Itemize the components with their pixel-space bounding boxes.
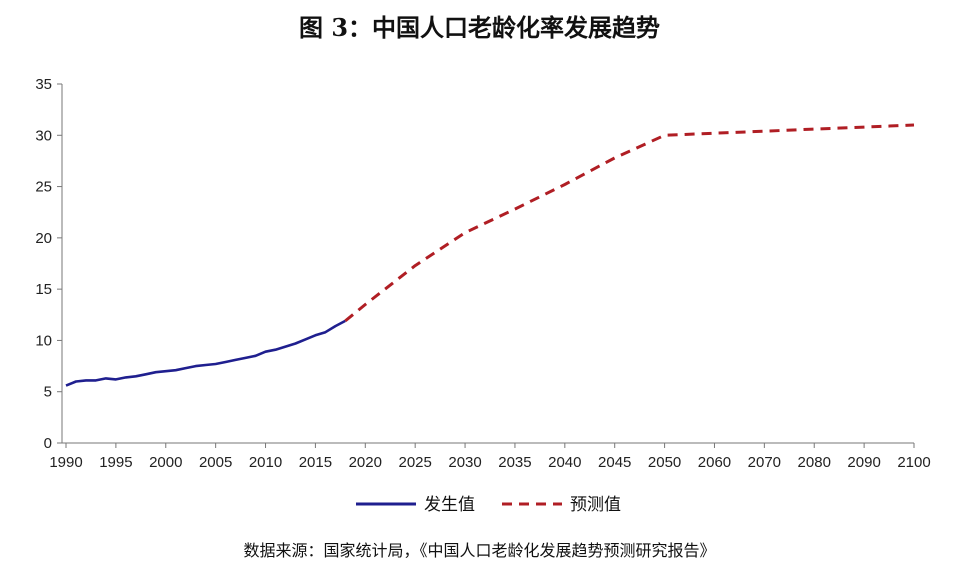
y-tick-label: 30 (35, 127, 52, 144)
x-tick-label: 2060 (698, 454, 731, 471)
y-tick-label: 35 (35, 76, 52, 93)
x-tick-label: 2035 (498, 454, 531, 471)
series-line-actual (65, 319, 346, 387)
y-tick-label: 0 (44, 435, 52, 452)
chart-title: 图 3：中国人口老龄化率发展趋势 (298, 13, 661, 42)
data-source-note: 数据来源：国家统计局，《中国人口老龄化发展趋势预测研究报告》 (243, 541, 716, 560)
legend-label: 预测值 (570, 495, 621, 515)
x-tick-label: 2090 (847, 454, 880, 471)
x-tick-label: 2000 (149, 454, 182, 471)
y-tick-label: 20 (35, 230, 52, 247)
x-tick-label: 1995 (99, 454, 132, 471)
x-tick-label: 2100 (897, 454, 930, 471)
x-tick-label: 1990 (49, 454, 82, 471)
x-tick-label: 2025 (398, 454, 431, 471)
x-tick-label: 2015 (299, 454, 332, 471)
y-tick-label: 15 (35, 281, 52, 298)
x-tick-label: 2010 (249, 454, 282, 471)
y-tick-label: 5 (44, 384, 52, 401)
x-tick-label: 2040 (548, 454, 581, 471)
x-tick-label: 2070 (748, 454, 781, 471)
x-tick-label: 2030 (448, 454, 481, 471)
y-tick-label: 10 (35, 332, 52, 349)
x-tick-label: 2080 (798, 454, 831, 471)
x-tick-label: 2005 (199, 454, 232, 471)
legend-label: 发生值 (424, 495, 475, 515)
legend: 发生值 预测值 (356, 495, 621, 515)
x-tick-label: 2045 (598, 454, 631, 471)
series-line-forecast (344, 123, 915, 323)
x-tick-label: 2020 (349, 454, 382, 471)
series-layer (65, 123, 915, 387)
y-tick-label: 25 (35, 179, 52, 196)
x-tick-label: 2050 (648, 454, 681, 471)
